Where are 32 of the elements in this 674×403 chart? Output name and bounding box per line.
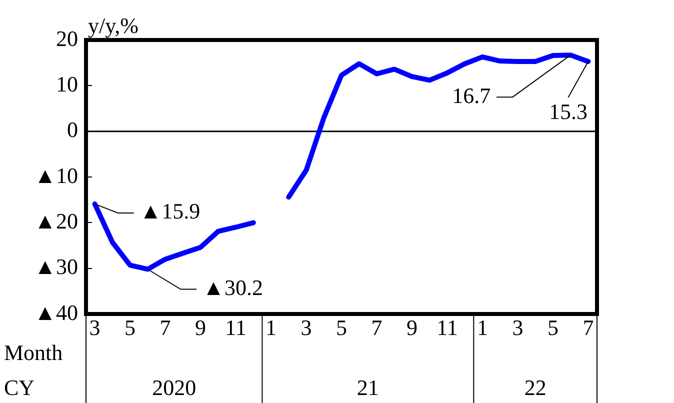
y-tick-label: 20: [56, 26, 78, 51]
y-tick-label: 10: [56, 71, 78, 96]
x-tick-label: 5: [124, 314, 136, 340]
x-axis-title: Month: [4, 340, 63, 365]
text: 2020: [152, 374, 196, 400]
text: CY: [4, 374, 35, 400]
annotation: ▲30.2: [202, 275, 263, 300]
text: 22: [524, 374, 546, 400]
annotation: ▲15.9: [140, 198, 200, 224]
y-tick-label: ▲40: [34, 300, 78, 325]
y-tick-label: ▲10: [34, 162, 78, 188]
x-tick-label: 5: [336, 314, 347, 340]
x-tick-label: 9: [406, 314, 418, 340]
annotation: 16.7: [452, 82, 491, 108]
y-tick-label: 0: [67, 117, 78, 142]
x-tick-label: 3: [89, 314, 100, 340]
x-tick-label: 7: [160, 314, 171, 340]
x-tick-label: 11: [225, 314, 246, 340]
x-tick-label: 5: [547, 314, 558, 340]
x-tick-label: 1: [266, 314, 277, 340]
annotation: 15.3: [548, 99, 588, 124]
x-tick-label: 9: [195, 314, 206, 340]
y-tick-label: ▲20: [34, 208, 78, 234]
x-tick-label: 3: [512, 314, 524, 340]
x-tick-label: 11: [436, 314, 458, 340]
x-tick-label: 7: [371, 314, 382, 340]
x-tick-label: 1: [476, 314, 488, 340]
text: 21: [356, 374, 379, 400]
y-axis-title: y/y,%: [88, 12, 139, 38]
x-tick-label: 7: [582, 314, 594, 340]
y-tick-label: ▲30: [34, 254, 78, 280]
x-tick-label: 3: [300, 314, 312, 340]
